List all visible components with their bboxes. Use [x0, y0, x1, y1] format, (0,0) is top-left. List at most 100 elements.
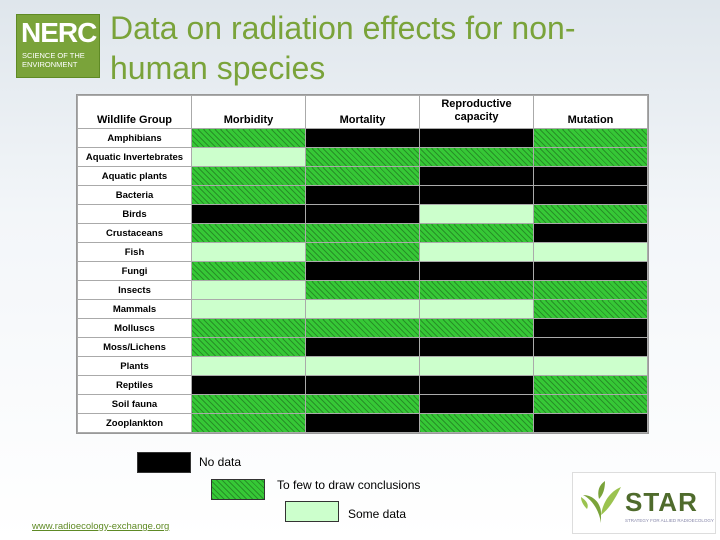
- cell-mortality-none: [305, 413, 420, 433]
- cell-mutation-some: [533, 242, 648, 262]
- cell-mortality-few: [305, 223, 420, 243]
- slide-title: Data on radiation effects for non- human…: [110, 8, 710, 88]
- cell-morbidity-few: [191, 223, 306, 243]
- title-line-2: human species: [110, 50, 326, 86]
- cell-mortality-none: [305, 261, 420, 281]
- data-table-container: Wildlife Group Morbidity Mortality Repro…: [76, 94, 649, 434]
- row-label-wildlife-group: Aquatic Invertebrates: [77, 147, 192, 167]
- cell-morbidity-few: [191, 166, 306, 186]
- table-row: Soil fauna: [77, 394, 648, 414]
- table-row: Aquatic plants: [77, 166, 648, 186]
- legend-swatch-some-data: [285, 501, 339, 522]
- table-row: Insects: [77, 280, 648, 300]
- cell-reproductive-few: [419, 413, 534, 433]
- row-label-wildlife-group: Birds: [77, 204, 192, 224]
- cell-mutation-none: [533, 318, 648, 338]
- cell-mutation-few: [533, 394, 648, 414]
- row-label-wildlife-group: Crustaceans: [77, 223, 192, 243]
- nerc-logo-subtitle: SCIENCE OF THE ENVIRONMENT: [22, 51, 85, 69]
- table-row: Crustaceans: [77, 223, 648, 243]
- cell-mortality-some: [305, 299, 420, 319]
- legend-swatch-too-few: [211, 479, 265, 500]
- legend-label-no-data: No data: [199, 455, 242, 469]
- table-row: Birds: [77, 204, 648, 224]
- cell-reproductive-none: [419, 166, 534, 186]
- cell-reproductive-some: [419, 204, 534, 224]
- table-row: Zooplankton: [77, 413, 648, 433]
- cell-reproductive-few: [419, 280, 534, 300]
- legend-swatch-no-data: [137, 452, 191, 473]
- cell-mortality-some: [305, 356, 420, 376]
- table-row: Fungi: [77, 261, 648, 281]
- table-row: Aquatic Invertebrates: [77, 147, 648, 167]
- row-label-wildlife-group: Molluscs: [77, 318, 192, 338]
- cell-mortality-none: [305, 204, 420, 224]
- cell-mutation-none: [533, 185, 648, 205]
- row-label-wildlife-group: Zooplankton: [77, 413, 192, 433]
- row-label-wildlife-group: Aquatic plants: [77, 166, 192, 186]
- table-row: Fish: [77, 242, 648, 262]
- cell-morbidity-none: [191, 375, 306, 395]
- nerc-logo-text: NERC: [21, 17, 97, 48]
- col-header-group: Wildlife Group: [77, 95, 192, 129]
- cell-mutation-few: [533, 128, 648, 148]
- cell-morbidity-few: [191, 394, 306, 414]
- cell-reproductive-some: [419, 356, 534, 376]
- cell-mortality-none: [305, 128, 420, 148]
- row-label-wildlife-group: Fish: [77, 242, 192, 262]
- cell-morbidity-some: [191, 242, 306, 262]
- cell-mortality-none: [305, 337, 420, 357]
- radiation-effects-table: Wildlife Group Morbidity Mortality Repro…: [77, 95, 648, 433]
- cell-morbidity-some: [191, 147, 306, 167]
- cell-morbidity-few: [191, 337, 306, 357]
- cell-reproductive-none: [419, 128, 534, 148]
- cell-mortality-few: [305, 318, 420, 338]
- cell-mutation-few: [533, 280, 648, 300]
- row-label-wildlife-group: Insects: [77, 280, 192, 300]
- col-header-morbidity: Morbidity: [191, 95, 306, 129]
- cell-morbidity-none: [191, 204, 306, 224]
- cell-morbidity-few: [191, 185, 306, 205]
- cell-reproductive-few: [419, 147, 534, 167]
- table-row: Molluscs: [77, 318, 648, 338]
- cell-mutation-none: [533, 223, 648, 243]
- star-logo: STAR STRATEGY FOR ALLIED RADIOECOLOGY: [572, 472, 716, 534]
- cell-reproductive-none: [419, 185, 534, 205]
- cell-mutation-some: [533, 356, 648, 376]
- cell-mutation-none: [533, 413, 648, 433]
- cell-mutation-none: [533, 166, 648, 186]
- row-label-wildlife-group: Amphibians: [77, 128, 192, 148]
- cell-mortality-few: [305, 280, 420, 300]
- cell-morbidity-few: [191, 413, 306, 433]
- cell-morbidity-few: [191, 318, 306, 338]
- nerc-logo-sub-1: SCIENCE OF THE: [22, 51, 85, 60]
- legend-label-some-data: Some data: [348, 507, 407, 521]
- table-row: Reptiles: [77, 375, 648, 395]
- cell-mortality-few: [305, 147, 420, 167]
- nerc-logo-sub-2: ENVIRONMENT: [22, 60, 78, 69]
- cell-reproductive-none: [419, 261, 534, 281]
- nerc-logo: NERC SCIENCE OF THE ENVIRONMENT: [16, 14, 100, 78]
- cell-reproductive-none: [419, 394, 534, 414]
- cell-morbidity-some: [191, 280, 306, 300]
- row-label-wildlife-group: Bacteria: [77, 185, 192, 205]
- cell-mutation-few: [533, 147, 648, 167]
- table-row: Moss/Lichens: [77, 337, 648, 357]
- row-label-wildlife-group: Fungi: [77, 261, 192, 281]
- row-label-wildlife-group: Reptiles: [77, 375, 192, 395]
- cell-reproductive-few: [419, 318, 534, 338]
- cell-mortality-few: [305, 166, 420, 186]
- star-logo-text: STAR: [625, 487, 698, 517]
- cell-reproductive-none: [419, 337, 534, 357]
- col-header-mortality: Mortality: [305, 95, 420, 129]
- cell-mortality-few: [305, 242, 420, 262]
- table-row: Amphibians: [77, 128, 648, 148]
- legend-label-too-few: To few to draw conclusions: [277, 478, 421, 492]
- cell-mortality-none: [305, 185, 420, 205]
- row-label-wildlife-group: Mammals: [77, 299, 192, 319]
- cell-morbidity-some: [191, 356, 306, 376]
- footer-url-link[interactable]: www.radioecology-exchange.org: [32, 521, 170, 532]
- col-header-mutation: Mutation: [533, 95, 648, 129]
- table-row: Bacteria: [77, 185, 648, 205]
- cell-mutation-none: [533, 261, 648, 281]
